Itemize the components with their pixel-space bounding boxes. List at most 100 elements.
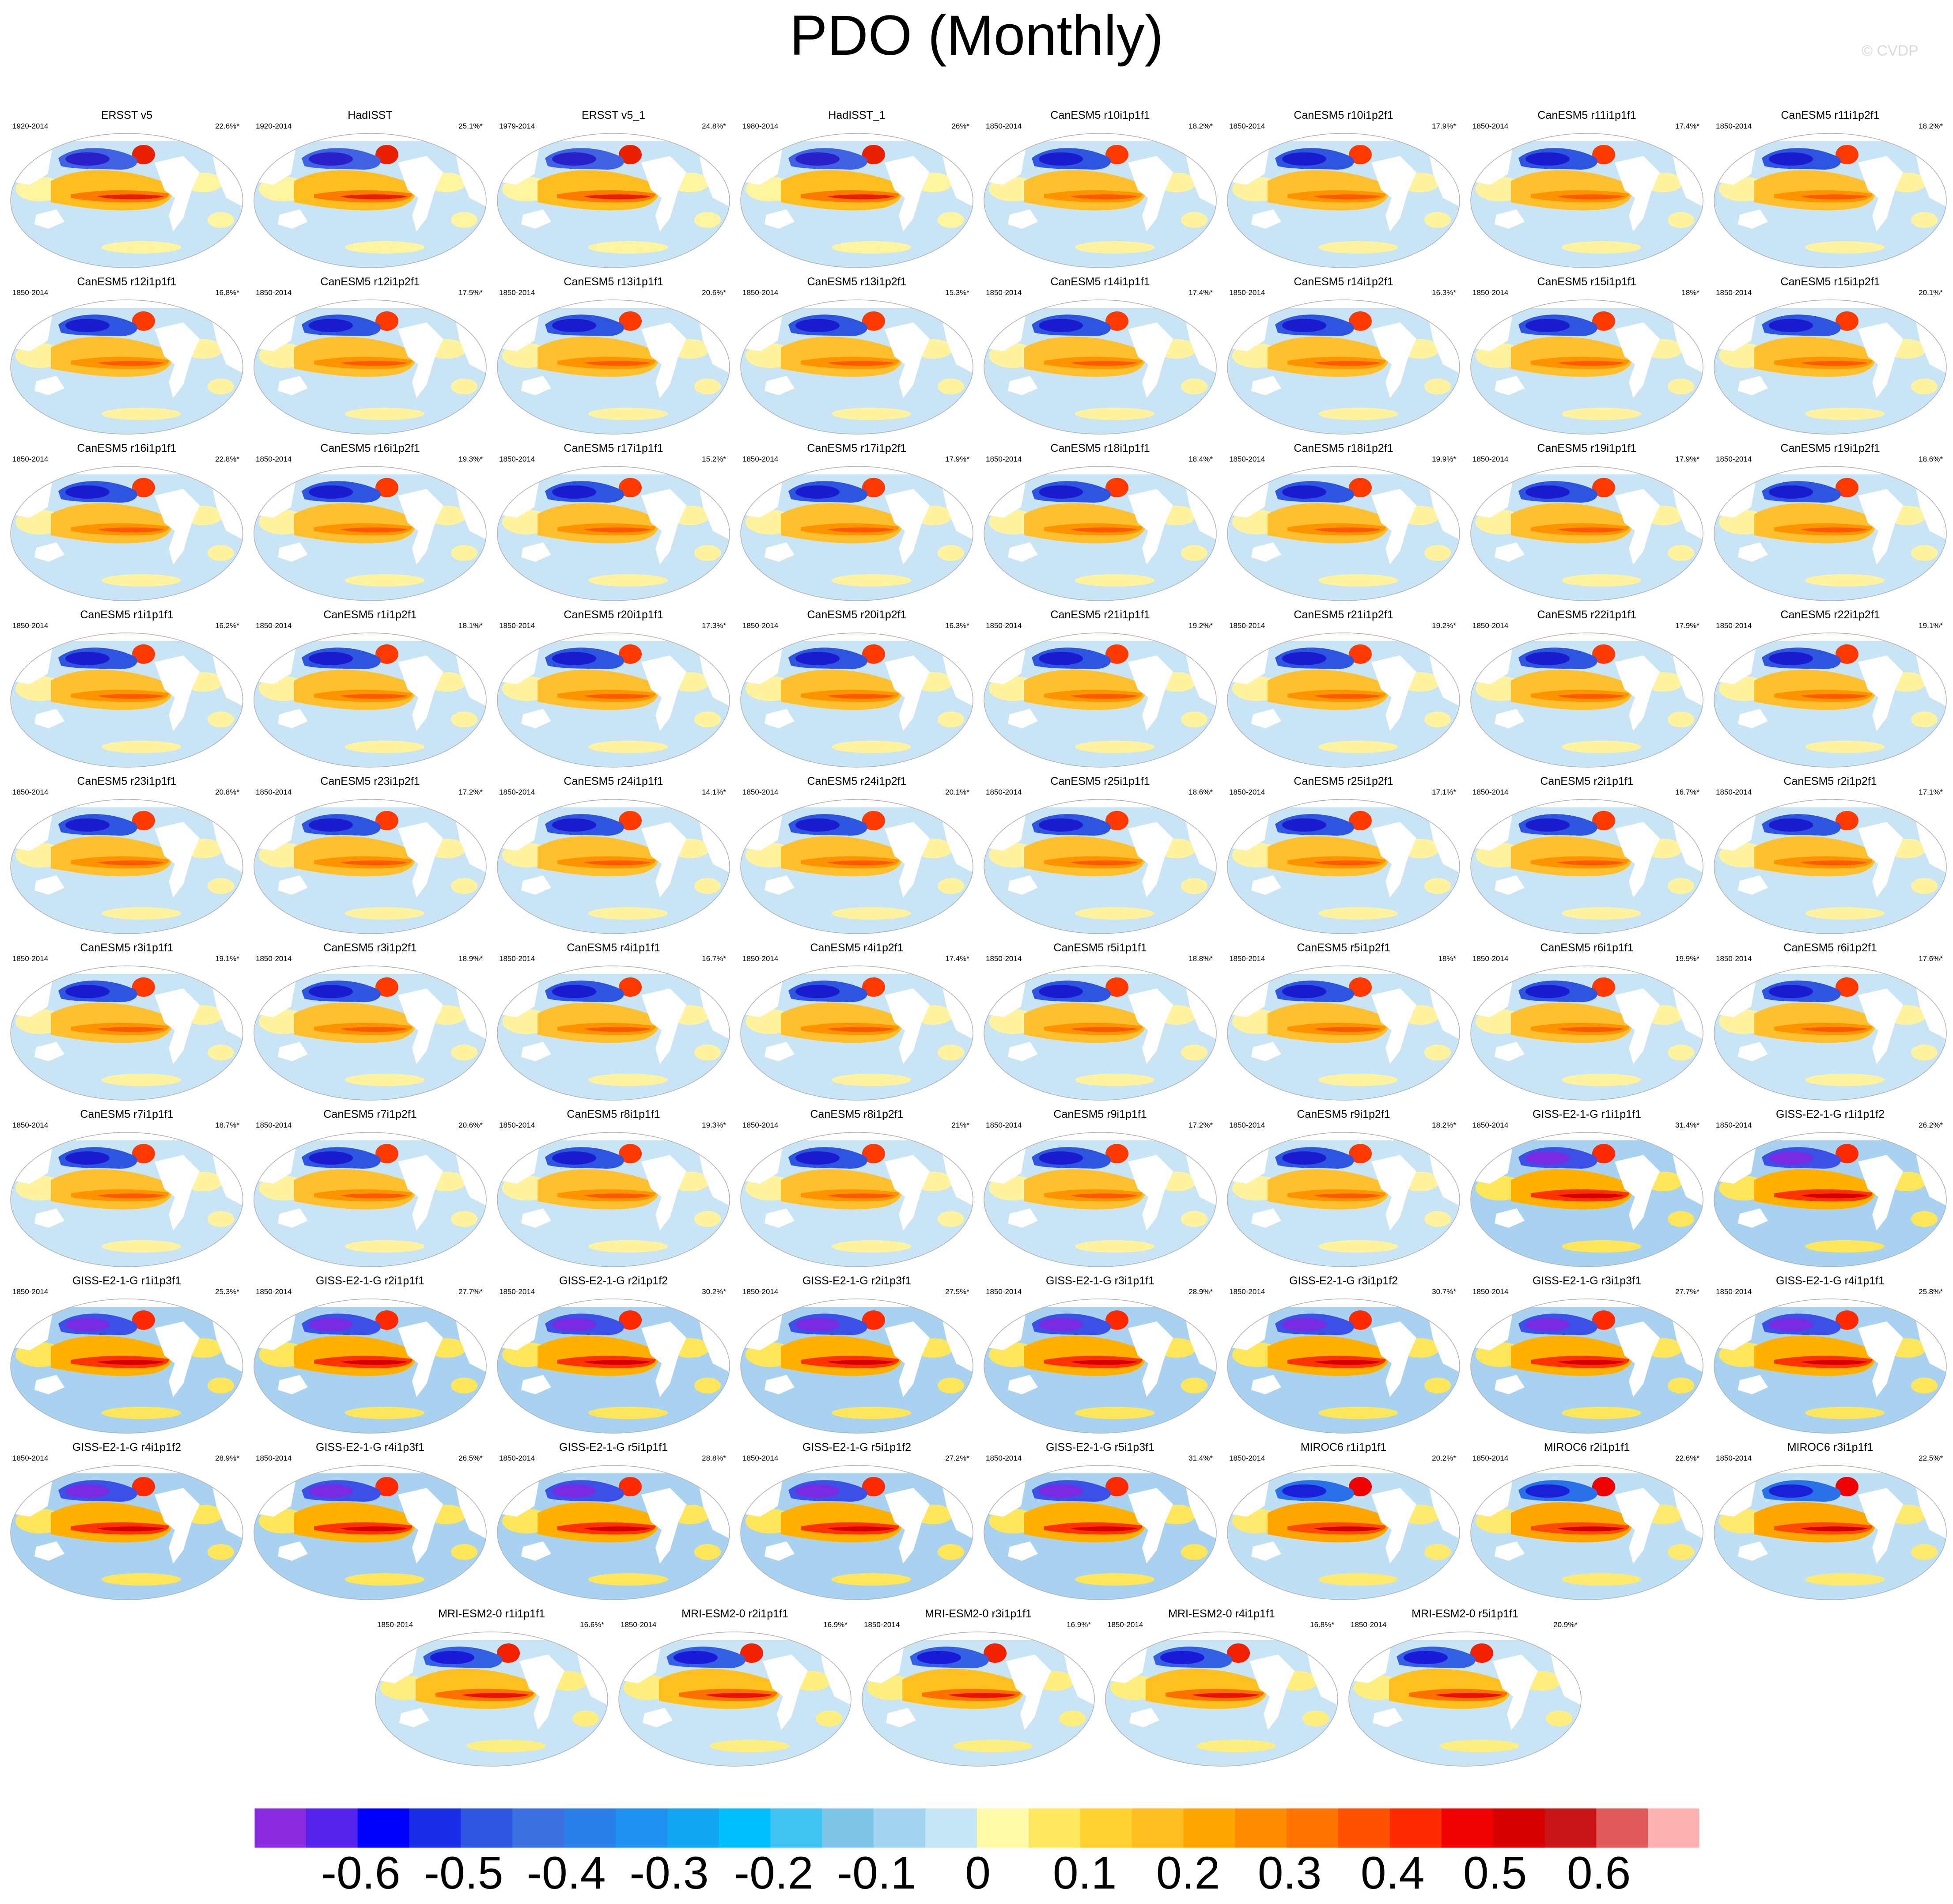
map-outline: [10, 1465, 243, 1600]
australia-landmass: [765, 1042, 795, 1061]
colorbar-swatch: [409, 1808, 461, 1848]
north-pacific-coast-positive: [862, 811, 885, 830]
panel-period: 1850-2014: [1472, 954, 1509, 963]
map-panel: MRI-ESM2-0 r2i1p1f1 1850-2014 16.9%*: [613, 1605, 856, 1770]
panel-title: CanESM5 r14i1p2f1: [1294, 276, 1393, 288]
colorbar-swatch: [357, 1808, 410, 1848]
pdo-pattern-map: [1226, 798, 1461, 935]
north-pacific-coast-positive: [1470, 1643, 1493, 1663]
southern-ocean-patch: [1805, 241, 1885, 254]
americas-landmass: [1128, 988, 1173, 1064]
north-pacific-coast-positive: [619, 811, 642, 830]
americas-landmass: [1615, 1488, 1660, 1563]
southern-ocean-patch: [1318, 1573, 1398, 1586]
southern-ocean-patch: [345, 1573, 424, 1586]
north-pacific-negative-core: [1282, 319, 1326, 332]
map-panel: CanESM5 r17i1p1f1 1850-2014 15.2%*: [492, 440, 735, 604]
map-panel: MIROC6 r1i1p1f1 1850-2014 20.2%*: [1222, 1439, 1465, 1603]
north-pacific-negative-core: [795, 818, 840, 832]
panel-variance-percent: 18%*: [1681, 288, 1699, 297]
southern-ocean-patch: [588, 1074, 668, 1086]
north-pacific-negative-core: [1039, 319, 1083, 332]
colorbar-tick-label: -0.5: [424, 1847, 503, 1899]
southern-ocean-patch: [466, 1740, 546, 1752]
north-pacific-negative-core: [795, 652, 840, 665]
equatorial-pacific-peak: [97, 194, 164, 200]
panel-period: 1850-2014: [12, 288, 49, 297]
equatorial-pacific-peak: [97, 1360, 164, 1365]
equatorial-pacific-peak: [827, 527, 894, 533]
north-pacific-negative-core: [1769, 652, 1813, 665]
south-atlantic-patch: [1911, 712, 1938, 727]
panel-variance-percent: 20.1%*: [1919, 288, 1943, 297]
map-outline: [497, 799, 730, 934]
panel-variance-percent: 16.8%*: [215, 288, 239, 297]
americas-landmass: [155, 822, 200, 897]
americas-landmass: [641, 322, 686, 398]
north-pacific-negative-core: [65, 1318, 110, 1331]
australia-landmass: [34, 542, 64, 562]
map-outline: [10, 1132, 243, 1267]
north-pacific-negative-core: [795, 319, 840, 332]
map-outline: [10, 466, 243, 601]
map-outline: [1227, 466, 1460, 601]
pdo-pattern-map: [252, 1297, 488, 1435]
panel-period: 1850-2014: [742, 1121, 779, 1129]
colorbar-swatch: [254, 1808, 307, 1848]
north-pacific-negative-core: [309, 152, 353, 166]
north-pacific-coast-positive: [619, 1477, 642, 1496]
panel-title: CanESM5 r16i1p2f1: [320, 442, 420, 454]
panel-title: GISS-E2-1-G r3i1p3f1: [1533, 1275, 1641, 1287]
australia-landmass: [1495, 1375, 1525, 1394]
north-pacific-coast-positive: [1349, 644, 1372, 664]
panel-title: CanESM5 r19i1p1f1: [1537, 442, 1637, 454]
panel-period: 1850-2014: [499, 788, 535, 796]
south-atlantic-patch: [1668, 1045, 1694, 1060]
map-outline: [1470, 1132, 1703, 1267]
panel-period: 1850-2014: [256, 1454, 292, 1462]
north-pacific-negative-core: [65, 1151, 110, 1165]
map-outline: [10, 133, 243, 268]
southern-ocean-patch: [1318, 1240, 1398, 1253]
southern-ocean-patch: [1318, 241, 1398, 254]
pdo-pattern-map: [1226, 298, 1461, 436]
north-pacific-coast-positive: [1105, 145, 1128, 164]
panel-title: CanESM5 r23i1p1f1: [77, 775, 177, 787]
americas-landmass: [1128, 1321, 1173, 1397]
north-pacific-coast-positive: [132, 478, 155, 497]
colorbar-swatch: [564, 1808, 616, 1848]
north-pacific-negative-core: [1525, 818, 1570, 832]
map-outline: [1227, 1465, 1460, 1600]
panel-variance-percent: 19.9%*: [1675, 954, 1699, 963]
colorbar-tick-label: 0.4: [1361, 1847, 1425, 1899]
pdo-pattern-map: [1469, 798, 1705, 935]
australia-landmass: [1495, 875, 1525, 895]
southern-ocean-patch: [1196, 1740, 1276, 1752]
map-panel: GISS-E2-1-G r3i1p1f1 1850-2014 28.9%*: [979, 1272, 1222, 1437]
south-atlantic-patch: [1911, 1544, 1938, 1560]
map-outline: [740, 799, 973, 934]
north-pacific-coast-positive: [619, 1310, 642, 1330]
map-panel: CanESM5 r10i1p2f1 1850-2014 17.9%*: [1222, 107, 1465, 271]
panel-period: 1850-2014: [742, 288, 779, 297]
panel-period: 1850-2014: [986, 1454, 1022, 1462]
map-panel: CanESM5 r8i1p1f1 1850-2014 19.3%*: [492, 1106, 735, 1270]
pdo-pattern-map: [1469, 132, 1705, 269]
panel-title: CanESM5 r23i1p2f1: [320, 775, 420, 787]
equatorial-pacific-peak: [1435, 1693, 1503, 1698]
panel-period: 1850-2014: [1716, 621, 1752, 630]
panel-period: 1850-2014: [12, 1454, 49, 1462]
north-pacific-coast-positive: [375, 977, 398, 997]
equatorial-pacific-peak: [705, 1693, 772, 1698]
north-pacific-coast-positive: [375, 644, 398, 664]
equatorial-pacific-peak: [1071, 1360, 1138, 1365]
equatorial-pacific-peak: [584, 1526, 651, 1532]
map-panel: CanESM5 r2i1p1f1 1850-2014 16.7%*: [1465, 773, 1708, 937]
americas-landmass: [1858, 822, 1903, 897]
panel-variance-percent: 27.2%*: [945, 1454, 969, 1462]
panel-period: 1850-2014: [742, 788, 779, 796]
map-outline: [740, 299, 973, 435]
colorbar-swatch: [306, 1808, 358, 1848]
panel-variance-percent: 17.9%*: [1675, 621, 1699, 630]
panel-period: 1850-2014: [1229, 1121, 1265, 1129]
